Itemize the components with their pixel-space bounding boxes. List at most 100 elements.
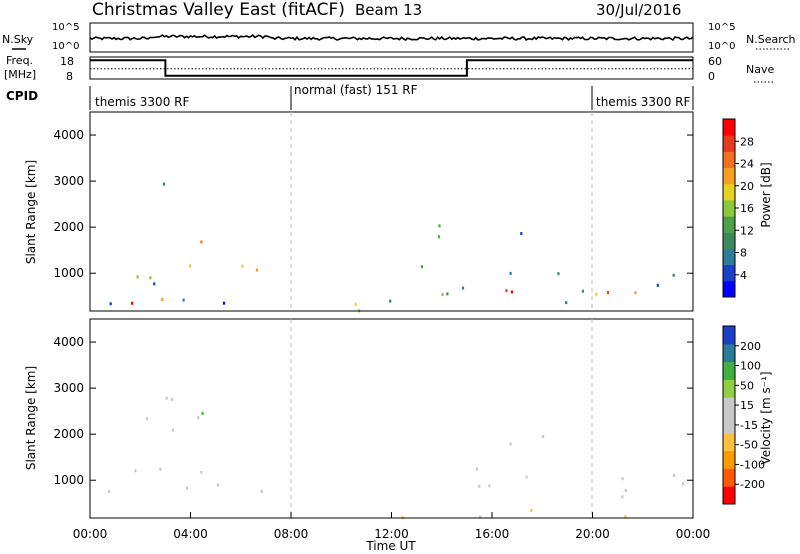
colorbar-tick-label: 100 xyxy=(740,360,761,373)
colorbar-swatch xyxy=(723,397,735,416)
heatmap-cell xyxy=(672,273,675,277)
colorbar-swatch xyxy=(723,135,735,152)
power-heatmap-cells xyxy=(109,182,675,313)
colorbar-swatch xyxy=(723,248,735,266)
colorbar-swatch xyxy=(723,415,735,434)
heatmap-cell xyxy=(146,417,149,421)
heatmap-cell xyxy=(389,299,392,303)
velocity-ylabel: Slant Range [km] xyxy=(24,366,38,470)
heatmap-cell xyxy=(509,271,512,275)
colorbar-swatch xyxy=(723,119,735,136)
heatmap-cell xyxy=(656,283,659,287)
velocity-colorbar: 200 100 50 15 -15 -50 -100 -200 xyxy=(722,325,765,505)
cpid-label: CPID xyxy=(6,89,38,103)
colorbar-tick-label: 4 xyxy=(740,269,747,282)
colorbar-tick-label: 15 xyxy=(740,399,754,412)
xtick-label: 04:00 xyxy=(173,527,208,541)
heatmap-cell xyxy=(197,416,200,419)
heatmap-cell xyxy=(171,428,175,432)
heatmap-cell xyxy=(565,301,568,305)
heatmap-cell xyxy=(182,298,185,302)
cpid-segment-3: themis 3300 RF xyxy=(596,95,690,109)
ytick-label: 1000 xyxy=(53,266,84,280)
xtick-label: 08:00 xyxy=(274,527,309,541)
heatmap-cell xyxy=(673,474,676,478)
colorbar-tick-label: -200 xyxy=(740,478,765,491)
heatmap-cell xyxy=(478,484,481,488)
freq-tick-bottom: 8 xyxy=(66,70,73,83)
nsearch-label: N.Search xyxy=(746,33,796,46)
freq-unit-label: [MHz] xyxy=(4,68,36,81)
ytick-label: 3000 xyxy=(53,381,84,395)
heatmap-cell xyxy=(107,490,111,493)
heatmap-cell xyxy=(162,182,166,186)
cpid-segment-1: themis 3300 RF xyxy=(95,95,189,109)
colorbar-swatch xyxy=(723,167,735,185)
heatmap-cell xyxy=(606,291,610,295)
heatmap-cell xyxy=(475,467,478,471)
colorbar-swatch xyxy=(723,232,735,249)
velocity-heatmap-cells xyxy=(107,396,684,520)
colorbar-swatch xyxy=(723,468,735,487)
heatmap-cell xyxy=(488,484,491,488)
heatmap-cell xyxy=(161,298,164,301)
heatmap-cell xyxy=(530,508,533,512)
ytick-label: 4000 xyxy=(53,335,84,349)
heatmap-cell xyxy=(509,442,512,446)
heatmap-cell xyxy=(624,515,627,519)
power-colorbar: 28 24 20 16 12 8 4 xyxy=(722,118,754,298)
heatmap-cell xyxy=(557,272,560,276)
heatmap-cell xyxy=(200,470,203,474)
colorbar-swatch xyxy=(723,450,735,469)
colorbar-swatch xyxy=(723,486,735,505)
freq-tick-top: 18 xyxy=(60,55,74,68)
heatmap-cell xyxy=(131,301,134,305)
colorbar-swatch xyxy=(723,280,735,298)
colorbar-tick-label: 8 xyxy=(740,247,747,260)
heatmap-cell xyxy=(136,275,139,279)
nsearch-tick-bottom: 10^0 xyxy=(708,41,735,52)
colorbar-frame xyxy=(722,325,736,505)
ytick-label: 4000 xyxy=(53,128,84,142)
heatmap-cell xyxy=(441,293,444,297)
heatmap-cell xyxy=(216,483,219,487)
heatmap-cell xyxy=(165,396,168,400)
colorbar-tick-label: 20 xyxy=(740,180,754,193)
heatmap-cell xyxy=(170,397,173,401)
heatmap-cell xyxy=(241,264,244,268)
colorbar-swatch xyxy=(723,216,735,233)
nave-tick-top: 60 xyxy=(708,55,722,68)
heatmap-cell xyxy=(542,435,545,438)
colorbar-tick-label: 12 xyxy=(740,224,754,237)
heatmap-cell xyxy=(222,301,226,305)
heatmap-cell xyxy=(189,264,192,268)
nsky-label: N.Sky xyxy=(2,33,34,46)
heatmap-cell xyxy=(510,290,513,294)
heatmap-cell xyxy=(621,495,624,499)
power-ylabel: Slant Range [km] xyxy=(24,160,38,264)
nave-tick-bottom: 0 xyxy=(708,70,715,83)
heatmap-cell xyxy=(153,282,156,286)
heatmap-cell xyxy=(437,235,441,239)
velocity-xlabel: Time UT xyxy=(365,539,416,553)
cpid-row: CPID themis 3300 RF normal (fast) 151 RF… xyxy=(6,83,694,110)
date-label: 30/Jul/2016 xyxy=(596,1,681,19)
beam-label: Beam 13 xyxy=(355,1,422,19)
colorbar-tick-label: 24 xyxy=(740,158,754,171)
xtick-label: 20:00 xyxy=(575,527,610,541)
colorbar-swatch xyxy=(723,379,735,398)
power-colorbar-label: Power [dB] xyxy=(759,162,773,227)
colorbar-swatch xyxy=(723,326,735,345)
heatmap-cell xyxy=(354,302,357,306)
heatmap-cell xyxy=(185,486,189,490)
xtick-label: 12:00 xyxy=(374,527,409,541)
colorbar-swatch xyxy=(723,183,735,201)
ytick-label: 1000 xyxy=(53,473,84,487)
velocity-panel: 4000 3000 2000 1000 00:00 04:00 08:00 12:00 16:… xyxy=(24,318,773,553)
velocity-yaxis-ticks: 4000 3000 2000 1000 xyxy=(53,335,693,487)
xtick-label: 00:00 xyxy=(73,527,108,541)
heatmap-cell xyxy=(201,411,204,415)
colorbar-tick-label: 16 xyxy=(740,202,754,215)
nave-label: Nave xyxy=(746,63,774,76)
